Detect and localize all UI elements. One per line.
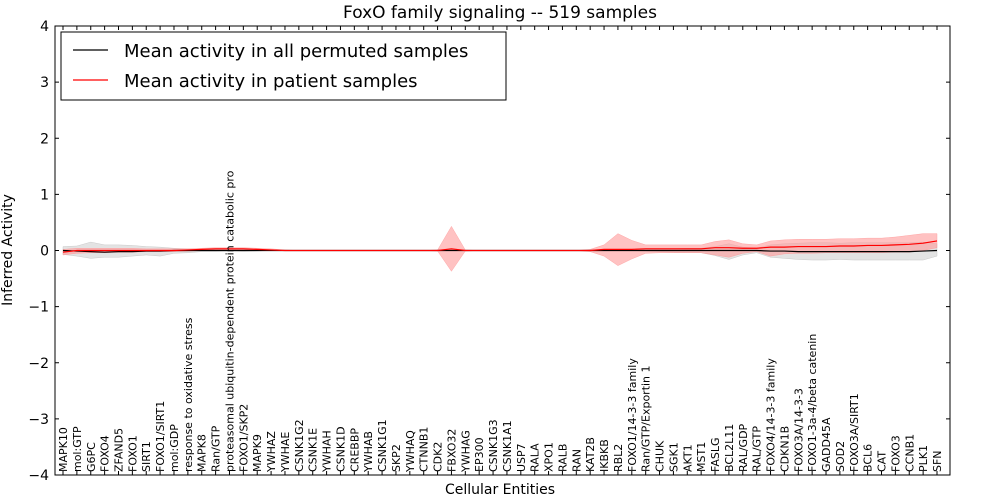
x-tick-label: RALB	[556, 444, 569, 472]
x-tick-label: FOXO3	[889, 435, 902, 472]
x-tick-label: CTNNB1	[418, 427, 431, 472]
x-tick-label: SIRT1	[140, 441, 153, 472]
legend-box	[60, 31, 507, 101]
y-axis-ticks: −4 −3 −2 −1 0 1 2 3 4	[28, 19, 950, 484]
legend-label-patient: Mean activity in patient samples	[124, 71, 418, 92]
y-axis-label: Inferred Activity	[0, 194, 16, 306]
x-tick-label: YWHAQ	[404, 430, 417, 473]
x-tick-label: BCL6	[862, 444, 875, 472]
x-tick-label: MST1	[695, 442, 708, 472]
x-axis-label: Cellular Entities	[445, 482, 555, 498]
x-tick-label: RAL/GTP	[751, 426, 764, 472]
x-tick-label: proteasomal ubiquitin-dependent protein …	[223, 170, 236, 472]
x-tick-label: SOD2	[834, 441, 847, 472]
x-tick-label: CDK2	[432, 442, 445, 472]
y-tick-label: −1	[28, 300, 49, 316]
x-tick-label: ZFAND5	[112, 428, 125, 472]
x-tick-label: Ran/GTP/Exportin 1	[640, 365, 653, 472]
plot-area-frame	[54, 25, 951, 476]
x-tick-label: GADD45A	[820, 417, 833, 472]
x-tick-label: CSNK1A1	[501, 420, 514, 472]
x-tick-label: MAPK8	[196, 434, 209, 472]
y-tick-label: −3	[28, 412, 49, 428]
x-tick-label: mol:GDP	[168, 424, 181, 472]
x-tick-label: YWHAB	[362, 431, 375, 473]
y-tick-label: 2	[40, 131, 49, 147]
x-tick-label: AKT1	[681, 444, 694, 472]
x-tick-label: CSNK1G2	[293, 419, 306, 472]
x-tick-label: FOXO4	[99, 435, 112, 472]
x-tick-label: FOXO1	[126, 435, 139, 472]
x-tick-label: FOXO1/14-3-3 family	[626, 358, 639, 472]
x-tick-label: CSNK1E	[307, 428, 320, 472]
x-tick-label: SGK1	[667, 442, 680, 472]
patient-mean-line	[62, 240, 938, 253]
x-tick-label: FOXO3A/14-3-3	[792, 388, 805, 472]
series-lines	[62, 240, 938, 253]
x-tick-label: EP300	[473, 437, 486, 472]
x-tick-label: MAPK10	[57, 427, 70, 472]
x-tick-label: FOXO1/SKP2	[237, 404, 250, 472]
x-tick-label: CAT	[876, 451, 889, 472]
x-tick-label: Ran/GTP	[210, 425, 223, 472]
x-tick-label: CSNK1G3	[487, 419, 500, 472]
x-tick-label: CSNK1D	[334, 426, 347, 472]
x-tick-label: FBXO32	[445, 429, 458, 472]
y-tick-label: 1	[40, 187, 49, 203]
x-tick-label: USP7	[515, 443, 528, 472]
y-tick-label: −2	[28, 356, 49, 372]
x-tick-label: YWHAE	[279, 432, 292, 473]
y-tick-label: −4	[28, 468, 49, 484]
x-tick-label: CDKN1B	[778, 426, 791, 472]
x-tick-label: FOXO3A/SIRT1	[848, 393, 861, 472]
x-tick-label: CREBBP	[348, 428, 361, 472]
x-tick-label: FOXO4/14-3-3 family	[765, 358, 778, 472]
legend: Mean activity in all permuted samples Me…	[60, 31, 507, 101]
x-tick-label: CHUK	[654, 440, 667, 472]
x-tick-label: RAL/GDP	[737, 423, 750, 472]
x-tick-label: BCL2L11	[723, 424, 736, 472]
x-tick-label: RBL2	[612, 444, 625, 472]
x-tick-label: CCNB1	[903, 434, 916, 472]
x-tick-label: PLK1	[917, 445, 930, 472]
x-tick-label: CSNK1G1	[376, 419, 389, 472]
y-tick-label: 4	[40, 19, 49, 35]
chart-title: FoxO family signaling -- 519 samples	[343, 3, 657, 23]
x-tick-label: G6PC	[85, 442, 98, 472]
x-tick-label: IKBKB	[598, 439, 611, 472]
x-tick-label: FASLG	[709, 438, 722, 472]
x-tick-label: KAT2B	[584, 437, 597, 472]
y-tick-label: 0	[40, 244, 49, 260]
x-tick-label: XPO1	[543, 442, 556, 472]
legend-label-permuted: Mean activity in all permuted samples	[124, 41, 468, 62]
x-tick-label: RAN	[570, 449, 583, 472]
x-tick-label: MAPK9	[251, 434, 264, 472]
x-tick-label: YWHAG	[459, 430, 472, 473]
y-tick-label: 3	[40, 75, 49, 91]
x-tick-label: YWHAZ	[265, 431, 278, 473]
x-tick-label: RALA	[529, 443, 542, 472]
x-axis-ticks: MAPK10 mol:GTP G6PC FOXO4 ZFAND5 FOXO1 SIRT1 FO…	[57, 26, 944, 475]
x-tick-label: YWHAH	[321, 430, 334, 473]
x-tick-label: FOXO1-3a-4/beta catenin	[806, 334, 819, 472]
x-tick-label: response to oxidative stress	[182, 317, 195, 472]
x-tick-label: SKP2	[390, 444, 403, 472]
x-tick-label: mol:GTP	[71, 426, 84, 472]
x-tick-label: FOXO1/SIRT1	[154, 401, 167, 472]
x-tick-label: SFN	[931, 450, 944, 472]
